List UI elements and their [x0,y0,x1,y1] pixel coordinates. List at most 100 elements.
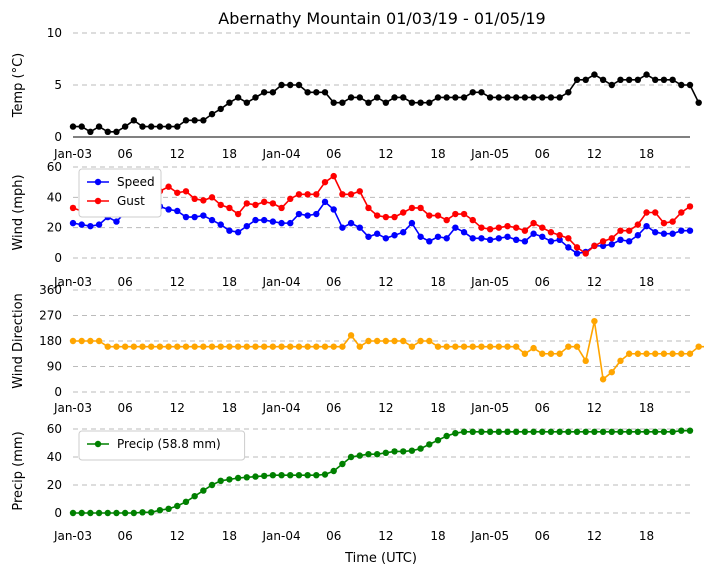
data-point [634,232,642,239]
data-point [287,343,294,350]
data-point [260,472,268,480]
data-point [287,472,294,479]
data-point [512,236,520,243]
data-point [382,235,390,242]
data-point [530,94,537,101]
data-point [330,206,337,213]
data-point [174,189,181,196]
data-point [400,229,407,236]
data-point [660,428,668,435]
data-point [78,221,85,228]
data-point [669,428,676,435]
x-tick-label: 18 [639,529,654,543]
data-point [121,123,129,130]
data-point [226,343,233,350]
data-point [486,236,494,243]
data-point [182,213,190,221]
legend-label: Speed [117,175,155,189]
data-point [617,227,624,234]
data-point [339,99,346,106]
data-point [469,428,476,435]
data-point [652,428,659,435]
data-point [495,94,503,101]
data-point [469,216,476,224]
y-axis-label: Wind (mph) [11,174,26,250]
data-point [217,105,224,113]
data-point [652,209,659,216]
data-point [599,376,607,383]
data-point [408,343,416,350]
data-point [530,219,537,227]
data-point [452,224,459,231]
x-tick-label: Jan-05 [470,147,509,161]
data-point [547,350,555,357]
data-point [530,428,537,435]
data-point [695,343,702,350]
data-point [200,487,207,494]
data-point [365,451,372,458]
chart-title: Abernathy Mountain 01/03/19 - 01/05/19 [218,9,545,28]
data-point [339,343,346,350]
data-point [295,191,303,198]
data-point [625,428,633,435]
data-point [434,212,442,219]
data-point [278,204,285,212]
x-tick-label: Jan-05 [470,275,509,289]
data-point [504,233,511,240]
data-point [486,94,494,101]
data-point [417,204,424,212]
data-point [591,317,598,325]
data-point [382,213,390,221]
data-point [539,233,546,240]
data-point [339,191,346,198]
data-point [556,428,563,435]
data-point [617,357,624,365]
data-point [191,195,198,203]
data-point [304,212,311,219]
data-point [295,210,303,218]
data-point [391,94,398,101]
data-point [139,343,146,350]
x-tick-label: 06 [118,147,133,161]
data-point [643,350,650,357]
data-point [617,76,624,84]
data-point [304,191,311,198]
data-point [243,99,251,106]
data-point [226,227,233,234]
data-point [599,242,607,250]
data-point [269,218,277,225]
data-point [686,227,694,234]
data-point [182,117,190,124]
y-tick-label: 5 [54,78,62,92]
data-point [434,437,442,444]
x-tick-label: Jan-04 [262,401,301,415]
data-point [573,76,581,84]
data-point [321,471,329,478]
data-point [573,428,581,435]
y-axis-label: Temp (°C) [11,53,26,119]
data-point [121,509,129,517]
data-point [234,229,242,236]
data-point [243,222,251,230]
y-tick-label: 40 [47,450,62,464]
data-point [426,441,433,448]
data-point [608,368,615,376]
data-point [669,230,676,237]
data-point [260,343,268,350]
data-point [582,250,589,257]
data-point [608,81,615,89]
data-point [469,235,476,242]
data-point [182,188,190,195]
data-point [217,343,224,350]
data-point [556,94,563,101]
data-point [443,235,450,242]
data-point [660,230,668,237]
data-point [573,244,581,251]
data-point [208,343,216,350]
data-point [139,123,146,130]
data-point [87,128,94,135]
data-point [460,428,468,435]
data-point [573,250,581,257]
data-point [191,493,198,500]
